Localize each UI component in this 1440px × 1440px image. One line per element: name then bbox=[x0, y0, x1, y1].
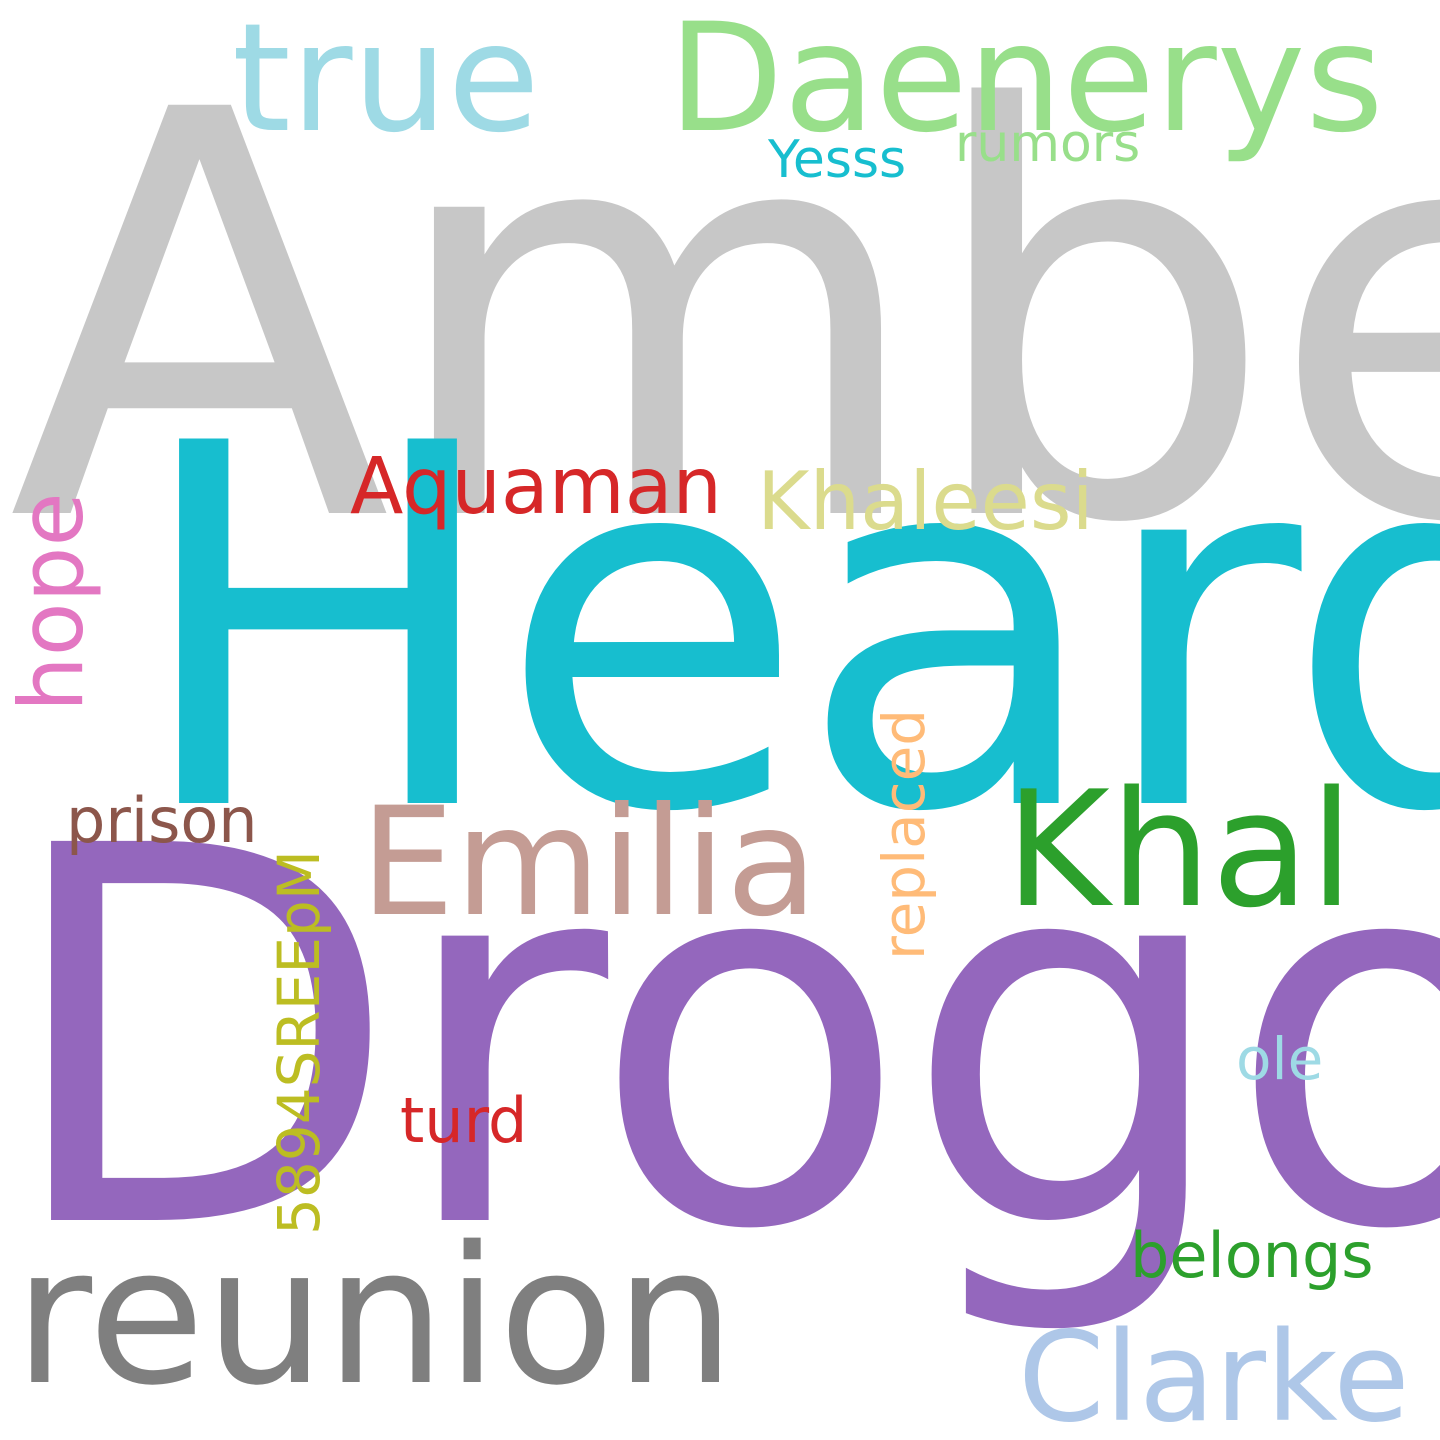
word-khaleesi: Khaleesi bbox=[757, 455, 1094, 548]
word-reunion: reunion bbox=[14, 1206, 736, 1427]
word-aquaman: Aquaman bbox=[350, 442, 722, 532]
word-yesss: Yesss bbox=[768, 130, 907, 190]
word-amber: Amber bbox=[8, 0, 1440, 646]
word-replaced: replaced bbox=[870, 708, 938, 960]
word-true: true bbox=[232, 0, 540, 166]
word-khal: Khal bbox=[1005, 756, 1354, 943]
word-clarke: Clarke bbox=[1018, 1306, 1410, 1440]
word-prison: prison bbox=[66, 784, 258, 857]
word-rumors: rumors bbox=[955, 114, 1141, 174]
word-belongs: belongs bbox=[1130, 1219, 1374, 1292]
word-drogo: Drogo bbox=[0, 737, 1440, 1343]
word-turd: turd bbox=[400, 1084, 528, 1157]
word-heard: Heard bbox=[130, 339, 1440, 921]
word-hope: hope bbox=[0, 492, 103, 712]
word-daenerys: Daenerys bbox=[668, 0, 1384, 166]
word-emilia: Emilia bbox=[360, 776, 818, 950]
word-ole: ole bbox=[1236, 1025, 1324, 1093]
word-5894sreepm: 5894SREEpM bbox=[265, 850, 333, 1235]
